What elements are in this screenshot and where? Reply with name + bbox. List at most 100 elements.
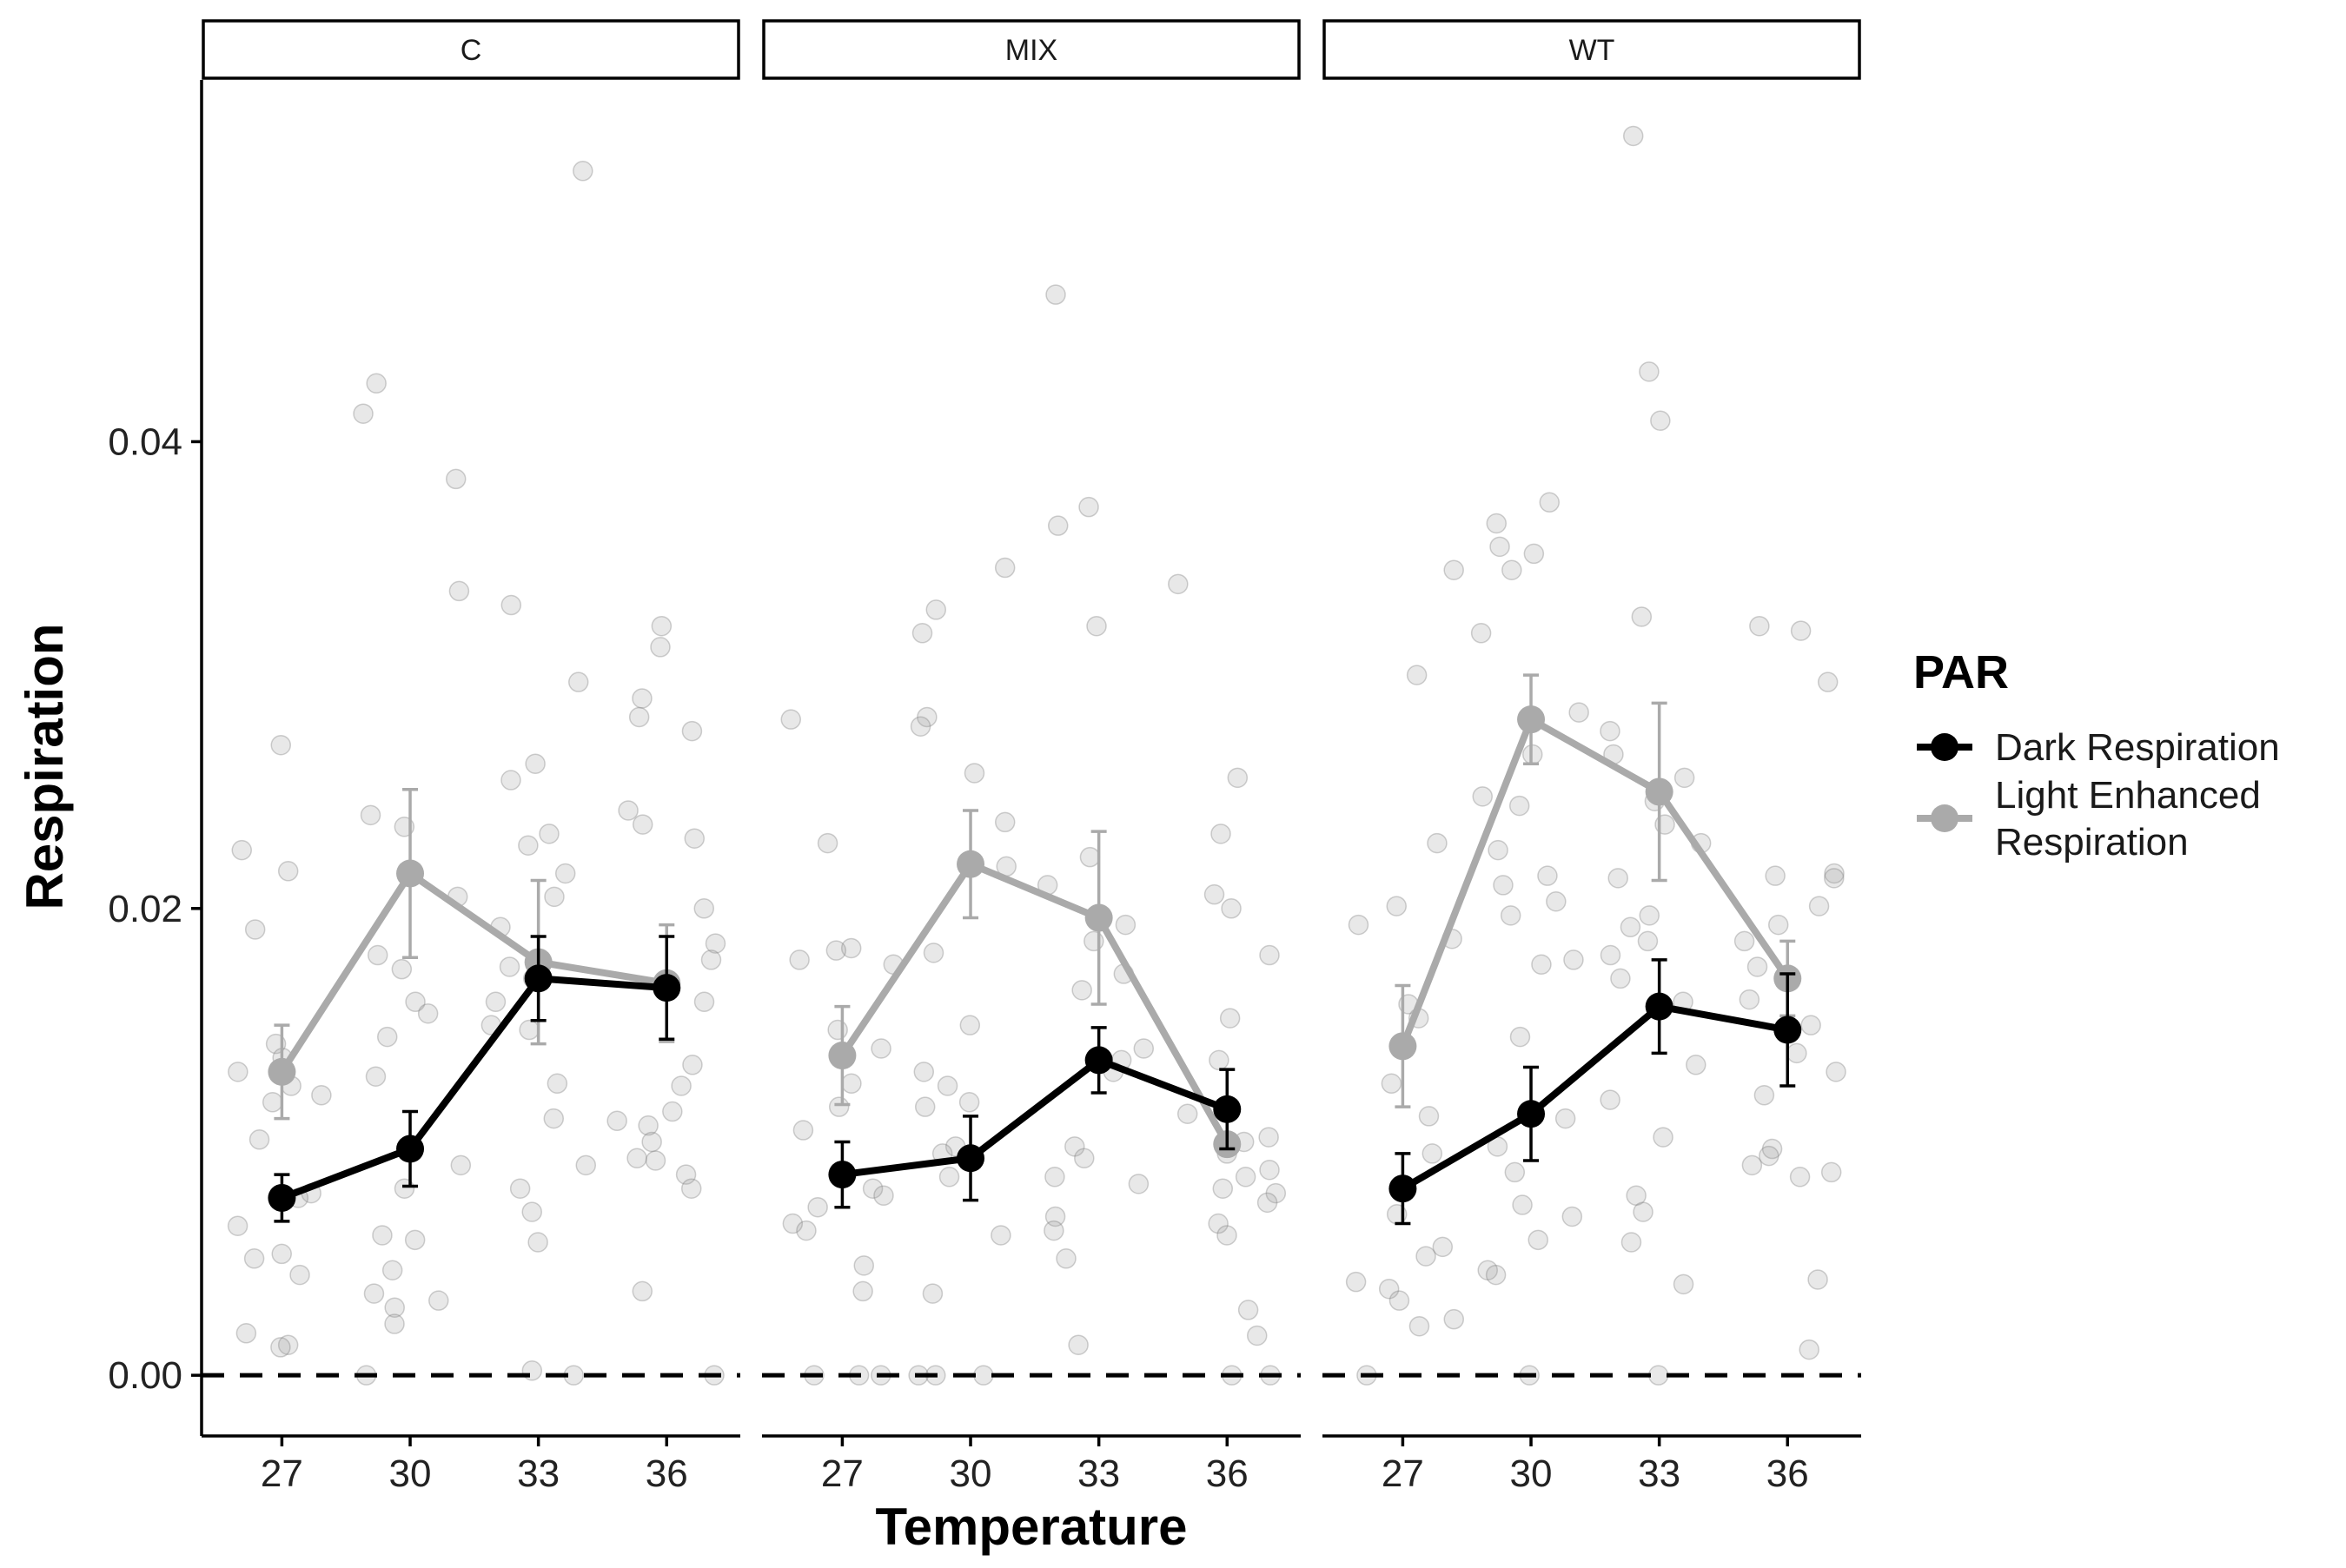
raw-data-point	[1256, 1192, 1278, 1214]
raw-data-point	[650, 637, 671, 658]
raw-data-point	[547, 1073, 568, 1095]
raw-data-point	[1221, 898, 1242, 919]
raw-data-point	[991, 1225, 1011, 1246]
raw-data-point	[1044, 1167, 1065, 1188]
y-tick-label: 0.00	[108, 1354, 182, 1397]
raw-data-point	[825, 940, 847, 961]
mean-point	[1084, 903, 1113, 932]
raw-data-point	[405, 991, 426, 1013]
raw-data-point	[1647, 1365, 1669, 1386]
mean-point	[957, 1144, 985, 1173]
raw-data-point	[1639, 361, 1660, 382]
raw-data-point	[994, 557, 1016, 579]
raw-data-point	[1493, 875, 1514, 896]
raw-data-point	[959, 1015, 981, 1035]
mean-point	[828, 1042, 857, 1070]
raw-data-point	[1133, 1038, 1155, 1059]
mean-point	[1388, 1174, 1417, 1203]
raw-data-point	[1528, 1229, 1548, 1251]
panel-c: C 27 30 33 36	[202, 19, 740, 1495]
raw-data-point	[363, 1283, 385, 1304]
raw-data-point	[376, 1026, 398, 1048]
raw-data-point	[1237, 1300, 1259, 1320]
series-line	[278, 975, 671, 1201]
raw-data-point	[923, 943, 944, 963]
x-axis-title: Temperature	[875, 1498, 1187, 1556]
raw-data-point	[1509, 1026, 1531, 1048]
raw-data-point	[271, 1243, 292, 1265]
raw-data-point	[1531, 954, 1552, 976]
raw-data-point	[1537, 865, 1558, 886]
raw-data-point	[1443, 1308, 1465, 1330]
raw-data-point	[1235, 1167, 1256, 1188]
raw-data-point	[1406, 665, 1428, 685]
raw-data-point	[365, 1066, 387, 1087]
raw-data-point	[1808, 896, 1830, 916]
x-tick-label: 33	[1077, 1452, 1120, 1495]
raw-data-point	[789, 949, 810, 970]
legend-key-point	[1931, 733, 1958, 761]
raw-data-point	[925, 599, 947, 620]
raw-data-point	[1259, 1159, 1280, 1181]
facet-strip-label: MIX	[1005, 34, 1057, 67]
raw-data-point	[1168, 573, 1189, 595]
mean-point	[1645, 992, 1673, 1021]
y-tick-label: 0.02	[108, 888, 182, 930]
raw-data-point	[448, 580, 470, 602]
raw-data-point	[1378, 1278, 1400, 1300]
raw-data-point	[1472, 786, 1493, 807]
raw-data-point	[1486, 513, 1508, 534]
raw-data-point	[1265, 1182, 1287, 1204]
raw-data-point	[543, 1108, 565, 1129]
raw-data-point	[994, 811, 1016, 833]
raw-data-point	[499, 956, 520, 977]
series-dark-respiration	[268, 935, 681, 1223]
raw-data-point	[1508, 795, 1530, 817]
mean-point	[524, 964, 553, 993]
raw-data-point	[1749, 615, 1770, 637]
raw-data-point	[1045, 284, 1066, 305]
raw-data-point	[1086, 615, 1107, 637]
raw-data-point	[270, 734, 292, 756]
raw-data-point	[1741, 1154, 1763, 1176]
raw-data-point	[671, 1075, 692, 1096]
raw-data-point	[1422, 1143, 1443, 1164]
raw-data-point	[1432, 1236, 1454, 1258]
raw-data-point	[277, 861, 299, 882]
raw-data-point	[917, 706, 938, 728]
raw-data-point	[632, 1280, 653, 1302]
raw-data-point	[567, 672, 589, 692]
x-tick-label: 30	[950, 1452, 992, 1495]
raw-data-point	[681, 720, 703, 742]
raw-data-point	[1386, 896, 1407, 916]
mean-point	[653, 974, 681, 1002]
raw-data-point	[1786, 1042, 1807, 1064]
raw-data-point	[1044, 1206, 1066, 1227]
raw-data-point	[1686, 1055, 1706, 1075]
raw-data-point	[914, 1096, 936, 1117]
series-line	[838, 1056, 1231, 1179]
raw-data-point	[828, 1096, 850, 1117]
raw-data-point	[244, 919, 266, 940]
raw-data-point	[1418, 1106, 1440, 1127]
raw-data-point	[1219, 1008, 1241, 1029]
raw-data-point	[682, 1055, 703, 1075]
raw-data-point	[1470, 623, 1492, 644]
raw-data-point	[862, 1178, 884, 1199]
raw-data-point	[445, 468, 467, 490]
raw-data-point	[1176, 1103, 1198, 1124]
x-tick-label: 33	[517, 1452, 560, 1495]
x-tick-label: 30	[389, 1452, 432, 1495]
raw-data-point	[871, 1038, 891, 1059]
legend-title: PAR	[1913, 646, 2009, 698]
raw-data-point	[922, 1283, 944, 1304]
raw-data-point	[1826, 1062, 1846, 1082]
raw-data-point	[1501, 559, 1522, 580]
x-tick-label: 27	[821, 1452, 864, 1495]
raw-data-point	[1759, 1145, 1779, 1167]
raw-data-point	[910, 716, 931, 737]
raw-data-point	[243, 1248, 265, 1269]
mean-point	[957, 850, 985, 878]
